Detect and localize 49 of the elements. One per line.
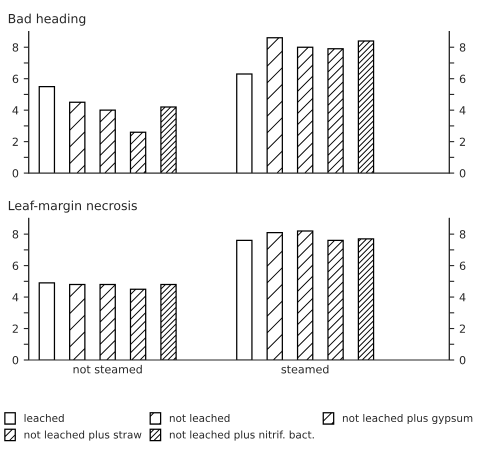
legend-label: not leached plus nitrif. bact.: [170, 430, 314, 441]
bar: [38, 282, 56, 360]
y2-tick-label: 4: [460, 106, 466, 114]
bar: [236, 240, 253, 360]
y-tick-label: 8: [12, 230, 18, 239]
y2-tick-label: 2: [460, 138, 465, 146]
y-tick-label: 4: [12, 293, 18, 302]
y-tick-label: 6: [12, 74, 18, 84]
bar: [236, 73, 253, 174]
legend-label: not leached plus straw: [24, 430, 142, 441]
y2-tick-label: 0: [460, 356, 466, 364]
x-tick-label: steamed: [282, 364, 328, 374]
bar: [130, 288, 146, 360]
y2-tick-label: 6: [460, 262, 466, 270]
bar: [358, 40, 374, 174]
y2-tick-label: 4: [460, 293, 466, 302]
chart-title: Bad heading: [8, 14, 86, 26]
bar: [160, 106, 177, 174]
y2-tick-label: 0: [460, 169, 466, 178]
y2-tick-label: 8: [460, 43, 466, 52]
y2-tick-label: 8: [460, 230, 466, 239]
y-tick-label: 6: [12, 262, 18, 270]
y-tick-label: 0: [12, 356, 18, 364]
y2-tick-label: 2: [460, 324, 465, 333]
y-tick-label: 2: [12, 138, 18, 146]
bar: [327, 240, 344, 360]
bar: [130, 132, 146, 174]
y-tick-label: 4: [12, 106, 18, 114]
bar: [99, 110, 116, 174]
bar: [296, 46, 314, 174]
y-tick-label: 0: [12, 169, 18, 178]
bar: [38, 86, 56, 174]
legend-label: not leached: [170, 414, 230, 422]
y-tick-label: 2: [12, 324, 18, 333]
bar: [160, 284, 177, 360]
bar: [69, 284, 86, 360]
chart-title: Leaf-margin necrosis: [8, 200, 137, 213]
x-tick-label: not steamed: [74, 364, 142, 374]
bar: [69, 102, 86, 174]
bar: [266, 232, 283, 360]
y-tick-label: 8: [12, 43, 18, 52]
bar: [99, 284, 116, 360]
y2-tick-label: 6: [460, 74, 466, 84]
legend-label: not leached plus gypsum: [342, 414, 472, 424]
legend-label: leached: [24, 414, 64, 422]
bar: [358, 238, 374, 360]
bar: [327, 48, 344, 174]
bar: [266, 37, 283, 174]
bar: [296, 230, 314, 360]
